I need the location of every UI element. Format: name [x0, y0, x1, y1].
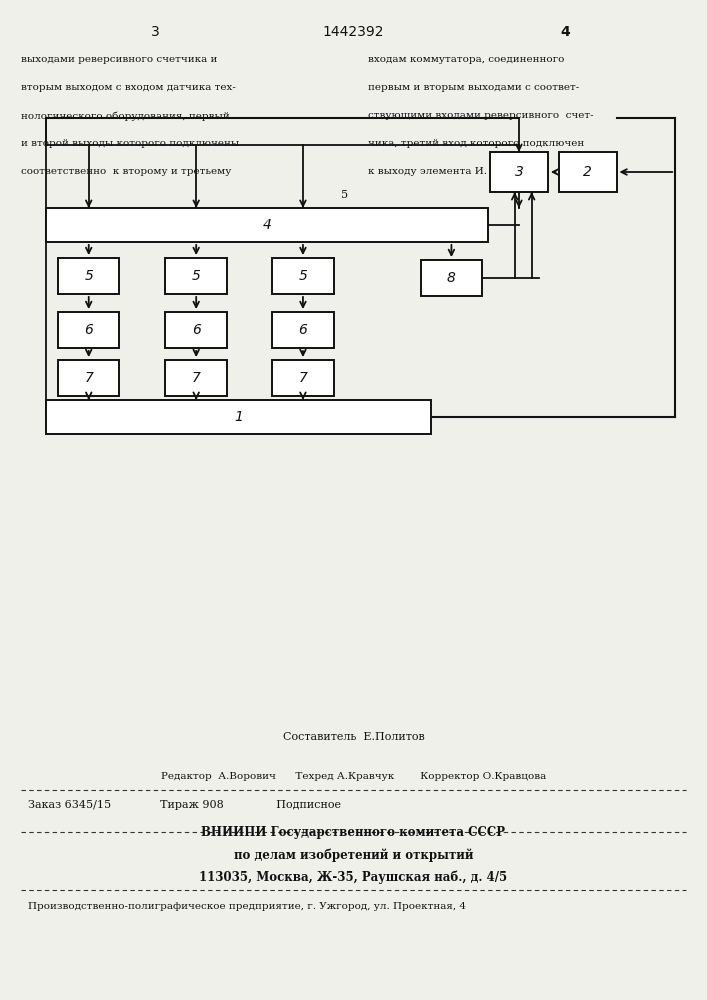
Text: 5: 5 — [84, 269, 93, 283]
Bar — [58, 312, 119, 348]
Bar — [272, 312, 334, 348]
Text: 7: 7 — [192, 371, 201, 385]
Text: 5: 5 — [298, 269, 308, 283]
Text: и второй выходы которого подключены: и второй выходы которого подключены — [21, 139, 240, 148]
Text: 1: 1 — [234, 410, 243, 424]
Bar — [165, 258, 227, 294]
Text: ВНИИПИ Государственного комитета СССР: ВНИИПИ Государственного комитета СССР — [201, 826, 506, 839]
Text: 6: 6 — [84, 323, 93, 337]
Text: 3: 3 — [151, 25, 160, 39]
Bar — [421, 260, 482, 296]
Bar — [165, 360, 227, 396]
Text: 7: 7 — [84, 371, 93, 385]
Text: 4: 4 — [561, 25, 571, 39]
Bar — [58, 258, 119, 294]
Text: по делам изобретений и открытий: по делам изобретений и открытий — [234, 848, 473, 861]
Text: 7: 7 — [298, 371, 308, 385]
Text: Составитель  Е.Политов: Составитель Е.Политов — [283, 732, 424, 742]
Text: 113035, Москва, Ж-35, Раушская наб., д. 4/5: 113035, Москва, Ж-35, Раушская наб., д. … — [199, 870, 508, 884]
Text: первым и вторым выходами с соответ-: первым и вторым выходами с соответ- — [368, 83, 579, 92]
Text: к выходу элемента И.: к выходу элемента И. — [368, 167, 486, 176]
Text: 6: 6 — [298, 323, 308, 337]
Text: Заказ 6345/15              Тираж 908               Подписное: Заказ 6345/15 Тираж 908 Подписное — [28, 800, 341, 810]
Bar — [559, 152, 617, 192]
Bar — [272, 360, 334, 396]
Bar — [58, 360, 119, 396]
Bar — [165, 312, 227, 348]
Bar — [272, 258, 334, 294]
Text: Производственно-полиграфическое предприятие, г. Ужгород, ул. Проектная, 4: Производственно-полиграфическое предприя… — [28, 902, 467, 911]
Text: 1442392: 1442392 — [323, 25, 384, 39]
Text: 8: 8 — [447, 271, 456, 285]
Text: 2: 2 — [583, 165, 592, 179]
Bar — [490, 152, 548, 192]
Text: входам коммутатора, соединенного: входам коммутатора, соединенного — [368, 55, 564, 64]
Text: 6: 6 — [192, 323, 201, 337]
Text: 4: 4 — [262, 218, 271, 232]
Text: 3: 3 — [515, 165, 523, 179]
Text: чика, третий вход которого подключен: чика, третий вход которого подключен — [368, 139, 584, 148]
Text: нологического оборудования, первый: нологического оборудования, первый — [21, 111, 230, 121]
Text: 5: 5 — [341, 190, 348, 200]
Text: выходами реверсивного счетчика и: выходами реверсивного счетчика и — [21, 55, 218, 64]
Text: Редактор  А.Ворович      Техред А.Кравчук        Корректор О.Кравцова: Редактор А.Ворович Техред А.Кравчук Корр… — [161, 772, 546, 781]
Text: соответственно  к второму и третьему: соответственно к второму и третьему — [21, 167, 232, 176]
Bar — [46, 208, 488, 242]
Text: 5: 5 — [192, 269, 201, 283]
Text: ствующими входами реверсивного  счет-: ствующими входами реверсивного счет- — [368, 111, 593, 120]
Text: вторым выходом с входом датчика тех-: вторым выходом с входом датчика тех- — [21, 83, 236, 92]
Bar — [46, 400, 431, 434]
